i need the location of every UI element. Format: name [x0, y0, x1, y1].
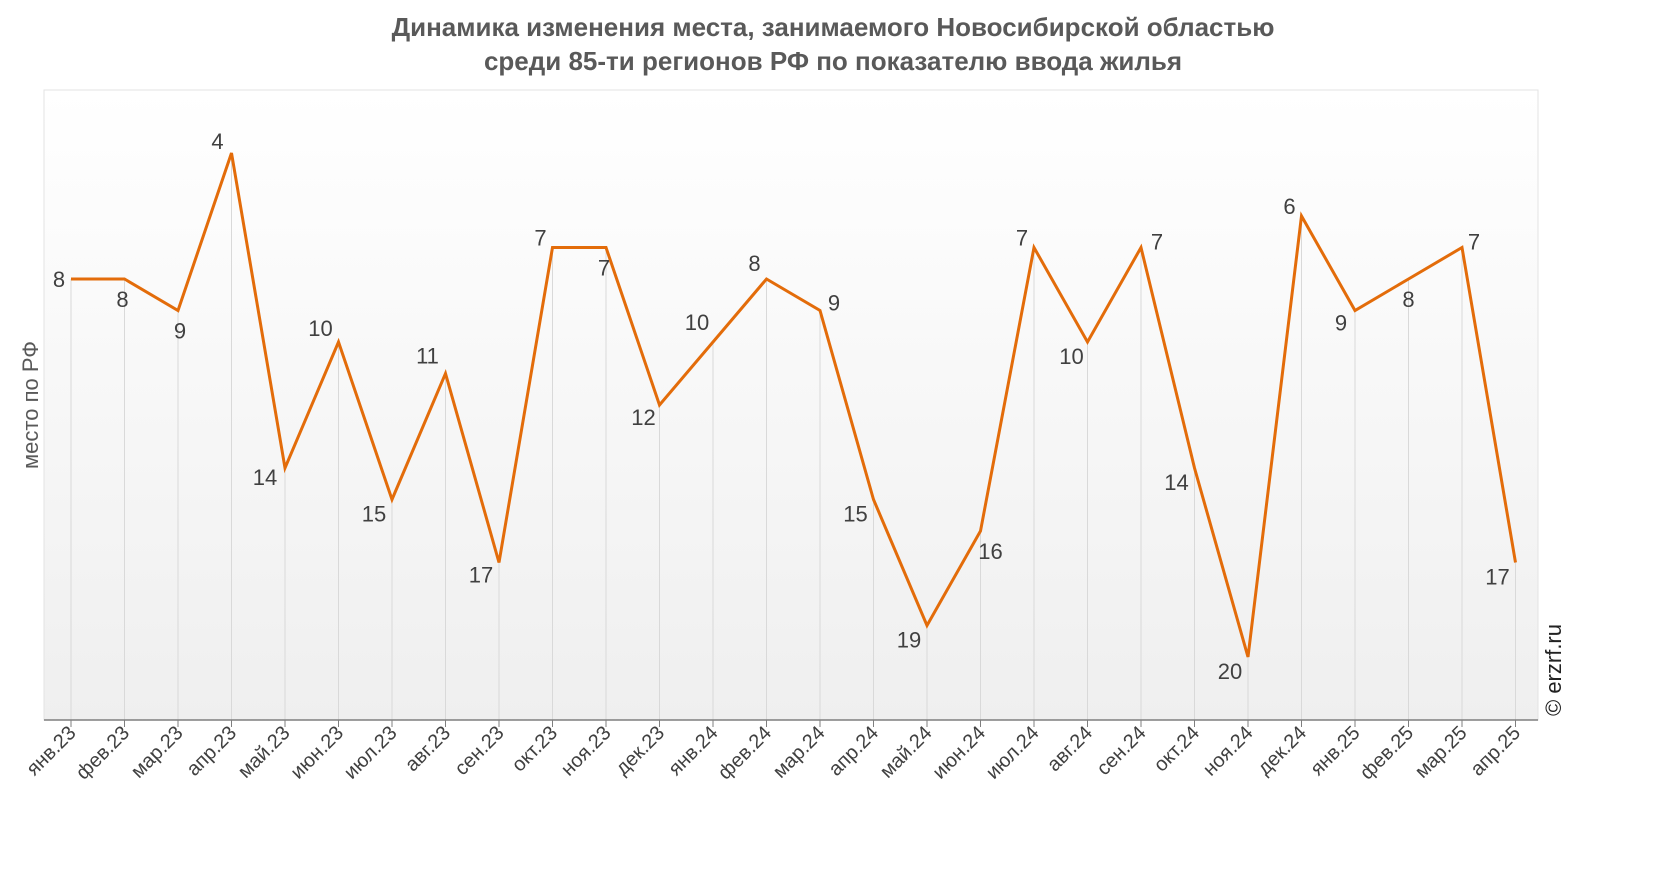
chart-title-line-1: Динамика изменения места, занимаемого Но…: [391, 12, 1275, 42]
x-tick-label: окт.24: [1150, 722, 1204, 776]
x-tick-label: янв.24: [664, 722, 722, 780]
data-label: 8: [116, 287, 128, 312]
data-label: 4: [211, 129, 223, 154]
data-label: 10: [685, 310, 709, 335]
x-tick-label: май.23: [234, 722, 295, 783]
data-label: 15: [843, 502, 867, 527]
data-label: 9: [1335, 311, 1347, 336]
data-label: 10: [1059, 344, 1083, 369]
data-label: 10: [308, 316, 332, 341]
data-label: 14: [1164, 470, 1188, 495]
x-tick-label: фев.24: [714, 722, 776, 784]
chart-title: Динамика изменения места, занимаемого Но…: [0, 10, 1666, 78]
data-label: 19: [897, 628, 921, 653]
data-label: 7: [1016, 226, 1028, 251]
x-tick-label: мар.24: [769, 722, 830, 783]
x-tick-label: сен.24: [1093, 722, 1151, 780]
x-tick-label: фев.25: [1356, 722, 1418, 784]
x-tick-label: окт.23: [508, 722, 562, 776]
data-label: 17: [1485, 565, 1509, 590]
x-tick-label: май.24: [876, 722, 937, 783]
data-label: 7: [534, 226, 546, 251]
y-axis-label: место по РФ: [18, 341, 43, 469]
x-tick-label: апр.25: [1466, 722, 1525, 781]
x-tick-label: янв.23: [22, 722, 80, 780]
data-label: 12: [631, 405, 655, 430]
x-tick-label: апр.23: [182, 722, 241, 781]
x-tick-label: фев.23: [72, 722, 134, 784]
x-tick-label: янв.25: [1306, 722, 1364, 780]
data-label: 11: [416, 344, 439, 369]
x-tick-label: дек.24: [1254, 722, 1312, 780]
data-label: 7: [1151, 230, 1163, 255]
plot-area: [43, 89, 1539, 721]
x-tick-label: сен.23: [451, 722, 509, 780]
copyright-text: © erzrf.ru: [1541, 624, 1566, 716]
x-tick-label: авг.24: [1043, 722, 1097, 776]
data-label: 7: [598, 256, 610, 281]
data-label: 17: [469, 563, 493, 588]
x-tick-label: авг.23: [401, 722, 455, 776]
x-tick-label: ноя.24: [1199, 722, 1258, 781]
data-label: 16: [978, 539, 1002, 564]
data-label: 6: [1283, 194, 1295, 219]
data-label: 8: [53, 267, 65, 292]
data-labels: 8 8 9 4 14 10 15 11 17 7 7 12 10 8 9 15 19 16 7 10 7 14 20 6 9 8 7…: [53, 129, 1510, 684]
x-tick-label: мар.23: [127, 722, 188, 783]
x-tick-label: июн.24: [928, 722, 990, 784]
data-label: 9: [174, 319, 186, 344]
data-label: 20: [1218, 659, 1242, 684]
x-tick-label: июл.23: [340, 722, 402, 784]
data-label: 8: [748, 251, 760, 276]
x-tick-label: апр.24: [824, 722, 883, 781]
x-tick-label: июн.23: [286, 722, 348, 784]
data-label: 9: [828, 291, 840, 316]
grid-lines: [70, 153, 1516, 720]
x-tick-label: июл.24: [982, 722, 1044, 784]
x-tick-label: дек.23: [612, 722, 670, 780]
chart-title-line-2: среди 85-ти регионов РФ по показателю вв…: [483, 46, 1183, 76]
x-tick-label: мар.25: [1411, 722, 1472, 783]
x-tick-label: ноя.23: [557, 722, 616, 781]
data-label: 15: [362, 502, 386, 527]
series-line: [71, 152, 1517, 658]
data-label: 14: [253, 465, 277, 490]
data-label: 7: [1468, 230, 1480, 255]
x-axis-ticks: янв.23фев.23мар.23апр.23май.23июн.23июл.…: [22, 720, 1525, 784]
data-label: 8: [1402, 287, 1414, 312]
